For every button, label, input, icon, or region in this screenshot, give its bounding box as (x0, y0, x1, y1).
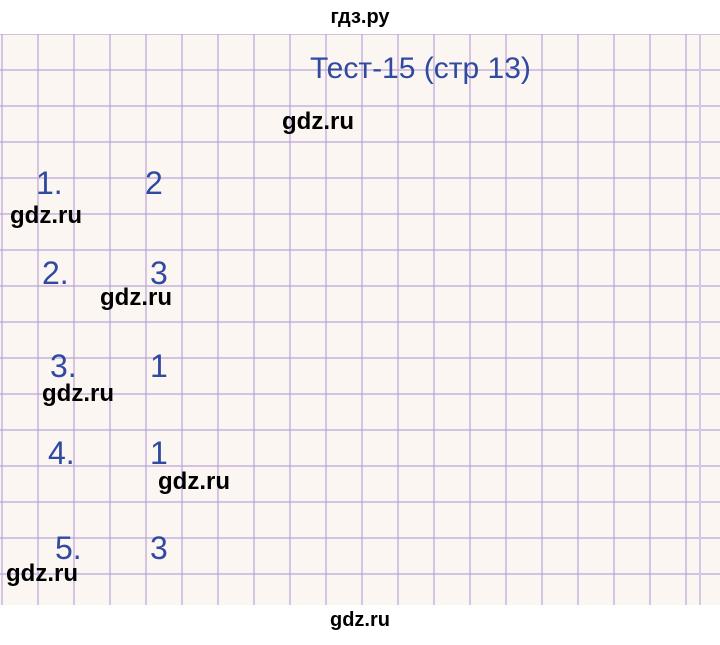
answer-value: 3 (150, 530, 168, 567)
watermark-text: gdz.ru (6, 560, 78, 588)
answer-value: 1 (150, 348, 168, 385)
watermark-text: gdz.ru (158, 468, 230, 496)
site-footer: gdz.ru (0, 605, 720, 645)
answer-value: 2 (145, 165, 163, 202)
site-footer-text: gdz.ru (330, 609, 390, 631)
page-root: гдз.ру Тест-15 (стр 13) 1.22.33.14.15.3 … (0, 0, 720, 645)
watermark-text: gdz.ru (100, 284, 172, 312)
answer-value: 1 (150, 435, 168, 472)
site-header-text: гдз.ру (330, 6, 389, 28)
worksheet-title: Тест-15 (стр 13) (310, 52, 531, 86)
grid-background (0, 0, 720, 645)
watermark-text: gdz.ru (10, 202, 82, 230)
watermark-text: gdz.ru (42, 380, 114, 408)
answer-number: 4. (48, 435, 75, 472)
answer-number: 2. (42, 255, 69, 292)
watermark-text: gdz.ru (282, 108, 354, 136)
answer-number: 1. (36, 165, 63, 202)
site-header: гдз.ру (0, 0, 720, 34)
